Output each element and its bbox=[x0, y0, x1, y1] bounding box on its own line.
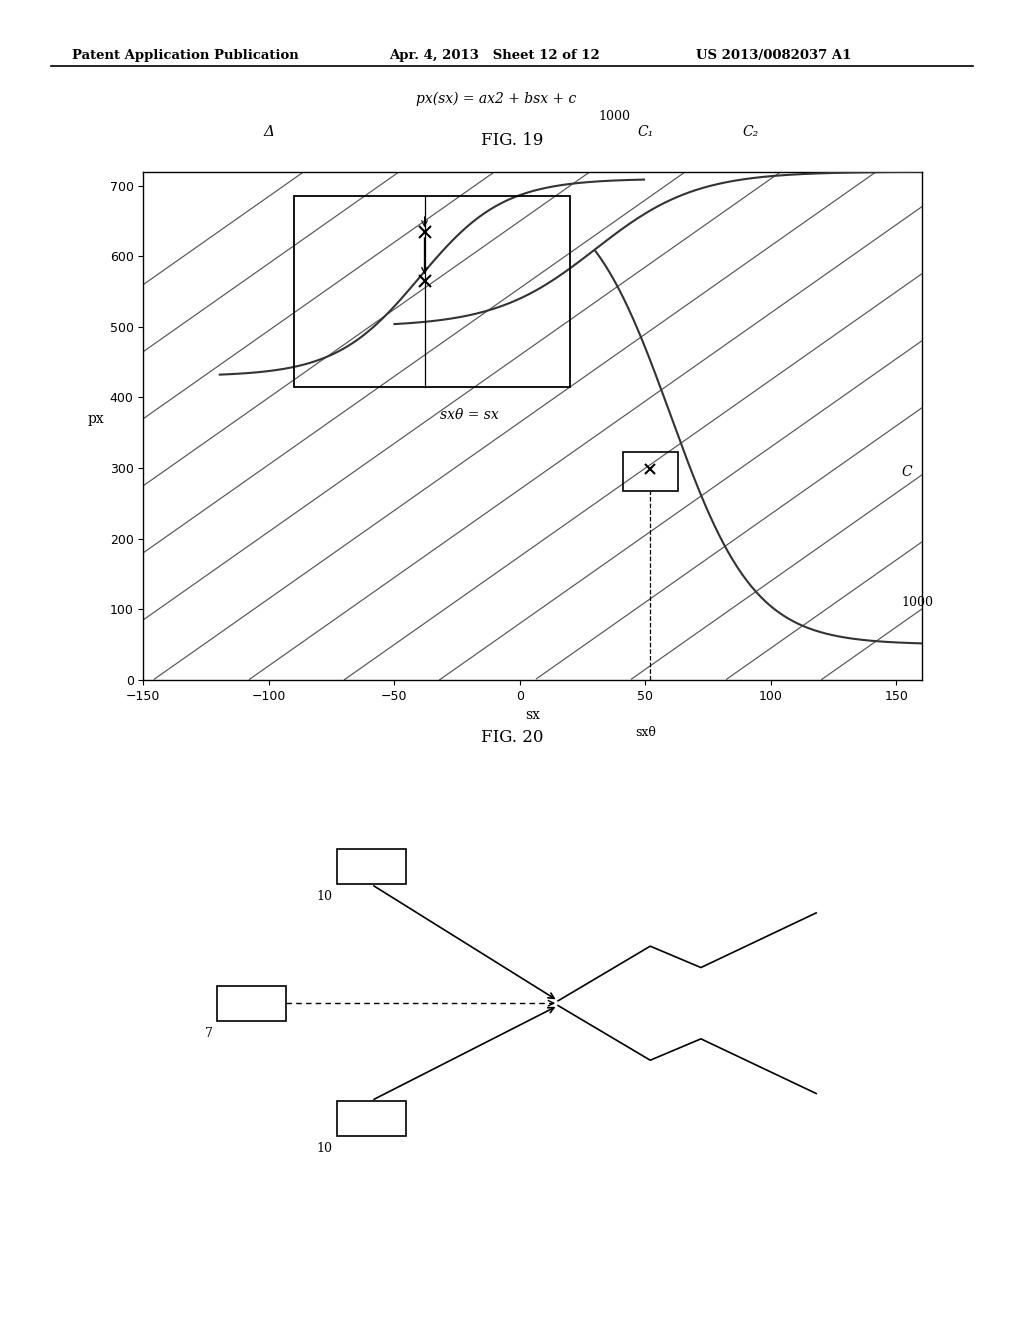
Bar bbox=[294, 197, 570, 387]
Text: 10: 10 bbox=[316, 890, 333, 903]
Text: 1000: 1000 bbox=[599, 111, 631, 123]
Text: 7: 7 bbox=[205, 1027, 213, 1040]
Text: FIG. 19: FIG. 19 bbox=[481, 132, 543, 149]
Text: C₁: C₁ bbox=[638, 124, 653, 139]
Text: sxθ: sxθ bbox=[635, 726, 656, 739]
Text: Patent Application Publication: Patent Application Publication bbox=[72, 49, 298, 62]
Bar bbox=[623, 451, 678, 491]
Y-axis label: px: px bbox=[87, 412, 104, 425]
X-axis label: sx: sx bbox=[525, 708, 540, 722]
Text: 10: 10 bbox=[316, 1142, 333, 1155]
Text: C₂: C₂ bbox=[742, 124, 759, 139]
Text: C: C bbox=[901, 465, 912, 479]
Bar bbox=[337, 849, 406, 884]
Bar bbox=[337, 1101, 406, 1137]
Text: FIG. 20: FIG. 20 bbox=[480, 729, 544, 746]
Text: sxθ = sx: sxθ = sx bbox=[440, 408, 499, 422]
Text: px(sx) = ax2 + bsx + c: px(sx) = ax2 + bsx + c bbox=[416, 91, 575, 106]
Text: 1000: 1000 bbox=[901, 595, 934, 609]
Text: US 2013/0082037 A1: US 2013/0082037 A1 bbox=[696, 49, 852, 62]
Bar bbox=[217, 986, 287, 1022]
Text: Δ: Δ bbox=[264, 125, 275, 139]
Text: Apr. 4, 2013   Sheet 12 of 12: Apr. 4, 2013 Sheet 12 of 12 bbox=[389, 49, 600, 62]
